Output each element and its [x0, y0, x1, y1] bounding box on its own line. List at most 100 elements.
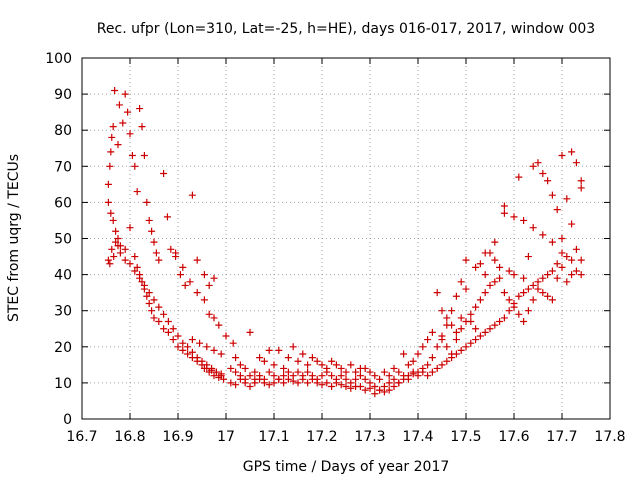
data-point [304, 368, 312, 376]
data-point [232, 368, 240, 376]
data-point [155, 318, 163, 326]
data-point [568, 220, 576, 228]
data-point [200, 296, 208, 304]
data-point [515, 292, 523, 300]
data-point [409, 368, 417, 376]
data-point [563, 253, 571, 261]
data-point [529, 162, 537, 170]
data-point [424, 361, 432, 369]
data-point [107, 148, 115, 156]
data-point [256, 354, 264, 362]
data-point [126, 224, 134, 232]
data-point [270, 372, 278, 380]
data-point [424, 372, 432, 380]
x-tick-label: 17.1 [258, 429, 289, 445]
data-point [270, 379, 278, 387]
data-point [318, 372, 326, 380]
data-point [304, 379, 312, 387]
data-point [544, 292, 552, 300]
data-point [246, 328, 254, 336]
data-point [481, 328, 489, 336]
data-point [241, 379, 249, 387]
data-point [443, 357, 451, 365]
y-tick-label: 10 [54, 376, 72, 392]
data-point [433, 364, 441, 372]
data-point [284, 354, 292, 362]
data-point [121, 90, 129, 98]
data-point [433, 343, 441, 351]
data-point [126, 130, 134, 138]
data-point [572, 267, 580, 275]
data-point [260, 357, 268, 365]
data-point [107, 209, 115, 217]
data-point [198, 357, 206, 365]
data-point [116, 249, 124, 257]
data-point [553, 206, 561, 214]
data-point [563, 278, 571, 286]
data-point [438, 361, 446, 369]
data-point [140, 281, 148, 289]
data-point [500, 202, 508, 210]
data-point [265, 381, 273, 389]
data-point [104, 180, 112, 188]
data-point [179, 346, 187, 354]
data-point [481, 271, 489, 279]
data-point [380, 368, 388, 376]
data-point [539, 231, 547, 239]
x-tick-label: 17.5 [450, 429, 481, 445]
y-tick-label: 90 [54, 87, 72, 103]
x-tick-labels: 16.7 16.8 16.9 17 17.1 17.2 17.3 17.4 17.5 17.6 17… [66, 429, 625, 445]
data-point [457, 325, 465, 333]
data-point [342, 383, 350, 391]
data-point [152, 249, 160, 257]
data-point [205, 310, 213, 318]
data-point [294, 379, 302, 387]
data-point [215, 321, 223, 329]
data-point [160, 170, 168, 178]
data-point [385, 386, 393, 394]
data-point [534, 159, 542, 167]
data-point [361, 375, 369, 383]
data-point [128, 151, 136, 159]
data-point [462, 256, 470, 264]
data-point [108, 133, 116, 141]
data-point [313, 357, 321, 365]
data-point [356, 372, 364, 380]
x-axis-label: GPS time / Days of year 2017 [243, 459, 450, 475]
data-point [371, 372, 379, 380]
data-point [452, 328, 460, 336]
data-point [289, 377, 297, 385]
data-point [558, 235, 566, 242]
data-point [371, 390, 379, 398]
data-point [428, 368, 436, 376]
data-point [265, 368, 273, 376]
tick-marks [81, 57, 611, 420]
data-point [131, 253, 139, 261]
data-point [414, 372, 422, 380]
data-point [124, 108, 132, 116]
data-point [390, 383, 398, 391]
data-point [227, 364, 235, 372]
data-point [212, 368, 220, 376]
data-point [179, 263, 187, 271]
data-point [424, 336, 432, 344]
data-point [481, 289, 489, 297]
data-point [145, 289, 153, 297]
data-point [486, 249, 494, 257]
data-point [472, 336, 480, 344]
data-point [215, 373, 223, 381]
grid-lines [82, 58, 610, 419]
y-tick-label: 60 [54, 195, 72, 211]
data-point [414, 350, 422, 358]
data-point [400, 372, 408, 380]
data-point [236, 375, 244, 383]
data-point [433, 289, 441, 297]
data-point [169, 336, 177, 344]
data-point [114, 141, 122, 149]
data-point [160, 310, 168, 318]
data-point [104, 198, 112, 206]
data-point [476, 296, 484, 304]
data-point [138, 278, 146, 286]
data-point [337, 372, 345, 380]
